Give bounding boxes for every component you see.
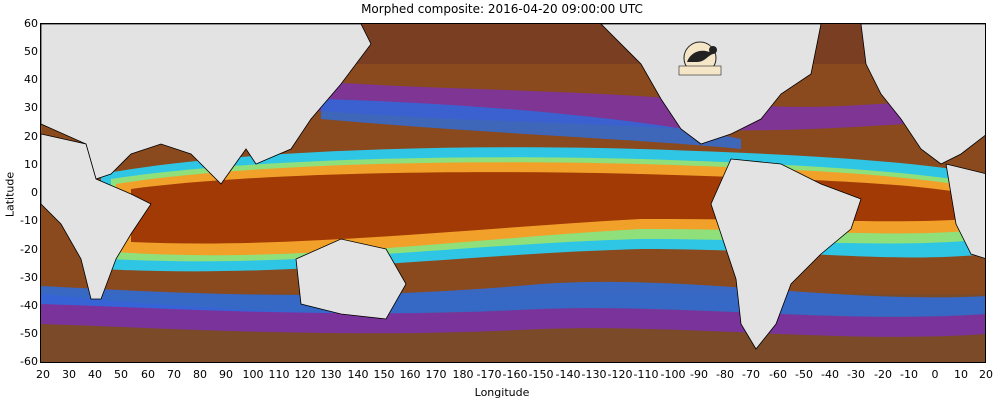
x-tick-label: 20 bbox=[979, 368, 993, 381]
x-tick-label: -40 bbox=[821, 368, 839, 381]
x-tick-label: 20 bbox=[36, 368, 50, 381]
y-tick-label: -60 bbox=[20, 355, 38, 368]
x-tick-label: -10 bbox=[900, 368, 918, 381]
y-tick-label: 20 bbox=[24, 130, 38, 143]
x-tick-label: -60 bbox=[769, 368, 787, 381]
x-tick-label: 80 bbox=[193, 368, 207, 381]
x-tick-label: -130 bbox=[581, 368, 607, 381]
map-title: Morphed composite: 2016-04-20 09:00:00 U… bbox=[361, 2, 643, 16]
y-axis-label: Latitude bbox=[3, 171, 17, 218]
x-tick-label: -20 bbox=[874, 368, 892, 381]
x-tick-label: 70 bbox=[167, 368, 181, 381]
x-tick-label: -80 bbox=[716, 368, 734, 381]
tpw-map-svg bbox=[41, 24, 985, 362]
x-tick-label: -50 bbox=[795, 368, 813, 381]
y-tick-label: 40 bbox=[24, 73, 38, 86]
x-tick-label: -110 bbox=[633, 368, 659, 381]
x-tick-label: 160 bbox=[399, 368, 421, 381]
x-tick-label: -90 bbox=[690, 368, 708, 381]
y-tick-label: 10 bbox=[24, 158, 38, 171]
y-tick-label: -50 bbox=[20, 327, 38, 340]
x-tick-label: 170 bbox=[425, 368, 447, 381]
north-blue-band bbox=[321, 99, 741, 149]
cimss-logo bbox=[678, 41, 722, 76]
europe-africa-east-land bbox=[860, 24, 985, 165]
y-tick-label: 50 bbox=[24, 45, 38, 58]
x-tick-label: 180 bbox=[452, 368, 474, 381]
west-africa-land bbox=[945, 163, 985, 259]
y-tick-label: -20 bbox=[20, 243, 38, 256]
x-tick-label: -170 bbox=[476, 368, 502, 381]
land-masses bbox=[41, 24, 985, 350]
x-axis-label: Longitude bbox=[474, 386, 530, 399]
x-tick-label: 110 bbox=[268, 368, 290, 381]
x-tick-label: 60 bbox=[141, 368, 155, 381]
x-tick-label: -140 bbox=[555, 368, 581, 381]
x-tick-label: 30 bbox=[62, 368, 76, 381]
x-tick-label: 50 bbox=[114, 368, 128, 381]
x-tick-label: -70 bbox=[742, 368, 760, 381]
x-tick-label: -100 bbox=[660, 368, 686, 381]
x-tick-label: -120 bbox=[607, 368, 633, 381]
x-tick-label: -30 bbox=[847, 368, 865, 381]
x-tick-label: -150 bbox=[528, 368, 554, 381]
x-tick-label: 130 bbox=[320, 368, 342, 381]
x-tick-label: 10 bbox=[954, 368, 968, 381]
y-tick-label: -10 bbox=[20, 214, 38, 227]
x-tick-label: 120 bbox=[294, 368, 316, 381]
y-tick-label: 30 bbox=[24, 101, 38, 114]
y-tick-label: 0 bbox=[31, 186, 38, 199]
y-tick-label: -40 bbox=[20, 299, 38, 312]
y-tick-label: 60 bbox=[24, 17, 38, 30]
australia-land bbox=[295, 238, 407, 320]
x-tick-label: 0 bbox=[931, 368, 939, 381]
x-tick-label: -160 bbox=[502, 368, 528, 381]
x-tick-label: 90 bbox=[219, 368, 233, 381]
north-america-land bbox=[600, 24, 822, 145]
map-plot-area bbox=[40, 23, 986, 363]
x-tick-label: 100 bbox=[242, 368, 264, 381]
x-tick-label: 150 bbox=[373, 368, 395, 381]
south-america-land bbox=[710, 158, 862, 350]
x-tick-label: 40 bbox=[88, 368, 102, 381]
africa-land bbox=[41, 133, 152, 300]
y-tick-label: -30 bbox=[20, 271, 38, 284]
x-tick-label: 140 bbox=[347, 368, 369, 381]
